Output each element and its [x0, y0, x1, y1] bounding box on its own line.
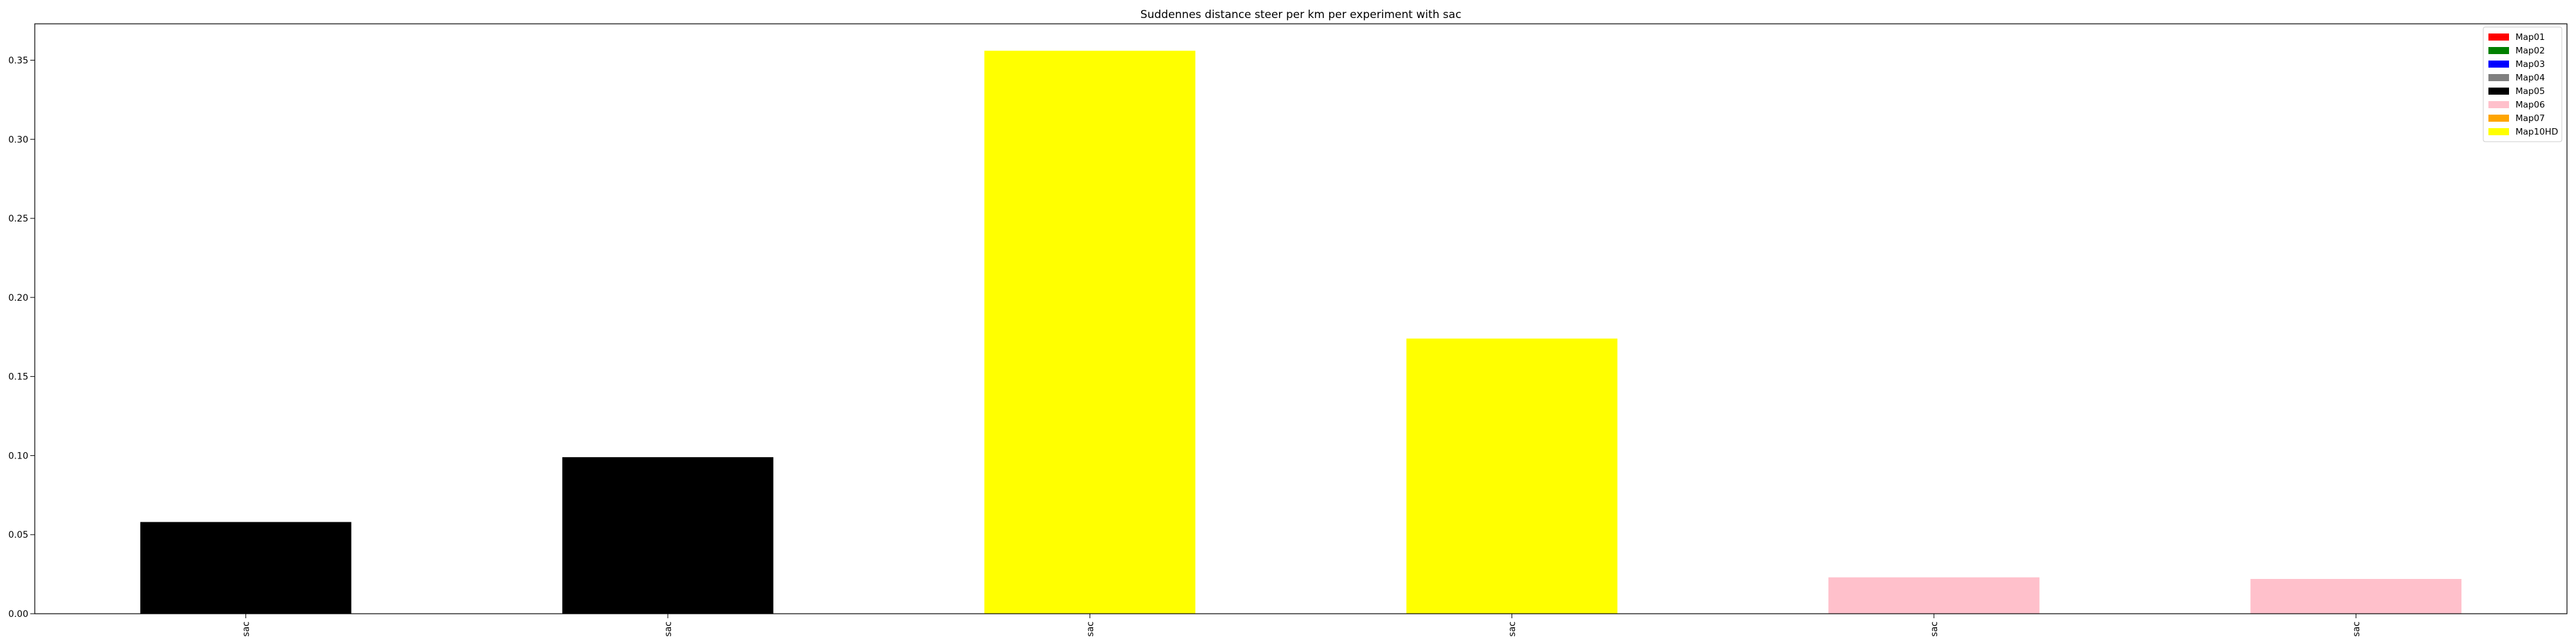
legend-label-map04: Map04 [2515, 73, 2545, 83]
bar-1 [140, 522, 352, 614]
y-tick-label: 0.05 [8, 530, 28, 540]
bar-6 [2250, 578, 2462, 614]
legend-label-map05: Map05 [2515, 86, 2545, 97]
legend-swatch-map06 [2488, 101, 2509, 108]
y-axis: 0.00 0.05 0.10 0.15 0.20 0.25 0.30 0.35 [8, 55, 35, 620]
y-tick-label: 0.15 [8, 372, 28, 383]
y-tick-label: 0.10 [8, 451, 28, 461]
y-tick-label: 0.35 [8, 55, 28, 66]
x-tick-label: sac [1508, 621, 1518, 637]
x-tick-label: sac [2351, 621, 2362, 637]
y-tick-label: 0.25 [8, 214, 28, 224]
legend-swatch-map03 [2488, 61, 2509, 68]
legend-label-map01: Map01 [2515, 32, 2545, 43]
plot-area [35, 24, 2567, 614]
legend-swatch-map01 [2488, 33, 2509, 41]
legend-swatch-map05 [2488, 88, 2509, 95]
legend-label-map07: Map07 [2515, 113, 2545, 124]
legend-label-map10hd: Map10HD [2515, 127, 2558, 137]
bar-3 [984, 50, 1196, 614]
legend: Map01 Map02 Map03 Map04 Map05 Map06 Map07 Map10… [2483, 26, 2562, 142]
legend-label-map02: Map02 [2515, 46, 2545, 56]
bar-5 [1828, 577, 2040, 614]
bars-group [140, 50, 2462, 614]
bar-2 [562, 457, 773, 614]
legend-swatch-map07 [2488, 115, 2509, 122]
legend-swatch-map02 [2488, 47, 2509, 54]
y-tick-label: 0.00 [8, 609, 28, 620]
x-tick-label: sac [1929, 621, 1940, 637]
y-tick-label: 0.20 [8, 293, 28, 303]
legend-box [2483, 26, 2562, 142]
legend-label-map06: Map06 [2515, 100, 2545, 110]
bar-4 [1406, 338, 1618, 614]
x-tick-label: sac [242, 621, 252, 637]
plot-frame [34, 23, 2568, 614]
chart-title: Suddennes distance steer per km per expe… [1141, 8, 1461, 21]
legend-swatch-map04 [2488, 74, 2509, 81]
x-tick-label: sac [663, 621, 674, 637]
x-axis: sac sac sac sac sac sac [242, 614, 2362, 637]
x-tick-label: sac [1085, 621, 1095, 637]
legend-swatch-map10hd [2488, 128, 2509, 135]
legend-label-map03: Map03 [2515, 59, 2545, 70]
y-tick-label: 0.30 [8, 135, 28, 145]
